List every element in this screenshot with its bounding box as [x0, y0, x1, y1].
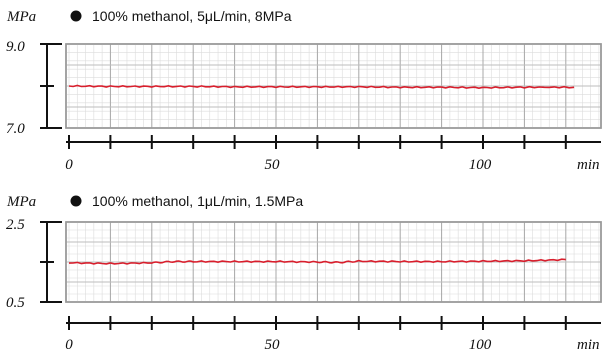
- y-tick-label: 7.0: [6, 121, 25, 137]
- x-tick-label: 50: [265, 157, 281, 173]
- chart-panel-1: MPa 100% methanol, 5μL/min, 8MPa 9.0 7.0…: [6, 8, 602, 173]
- plot-area: [65, 43, 602, 129]
- series-line: [68, 258, 566, 265]
- x-tick-label: 100: [469, 337, 492, 352]
- x-tick-label: 100: [469, 157, 492, 173]
- y-tick-label: 2.5: [6, 217, 25, 233]
- series-line: [68, 84, 575, 90]
- y-axis: 2.5 0.5: [6, 217, 62, 311]
- x-tick-label: 50: [265, 337, 281, 352]
- plot-area: [65, 221, 602, 303]
- y-axis: 9.0 7.0: [6, 39, 62, 137]
- plot-frame: [65, 221, 602, 303]
- x-axis-unit-label: min: [577, 337, 600, 352]
- x-tick-label: 0: [65, 337, 73, 352]
- legend-marker: [70, 10, 82, 22]
- x-axis-unit-label: min: [577, 157, 600, 173]
- plot-frame: [65, 43, 602, 129]
- chart-panel-2: MPa 100% methanol, 1μL/min, 1.5MPa 2.5 0…: [6, 193, 602, 352]
- x-axis: 0 50 100 min: [65, 135, 601, 173]
- y-tick-label: 9.0: [6, 39, 25, 55]
- legend-label: 100% methanol, 5μL/min, 8MPa: [92, 8, 292, 24]
- y-axis-unit-label: MPa: [6, 9, 36, 25]
- x-tick-label: 0: [65, 157, 73, 173]
- major-grid: [66, 44, 601, 128]
- y-axis-unit-label: MPa: [6, 194, 36, 210]
- y-tick-label: 0.5: [6, 295, 25, 311]
- legend-label: 100% methanol, 1μL/min, 1.5MPa: [92, 193, 303, 209]
- x-axis: 0 50 100 min: [65, 316, 601, 352]
- legend-marker: [70, 195, 82, 207]
